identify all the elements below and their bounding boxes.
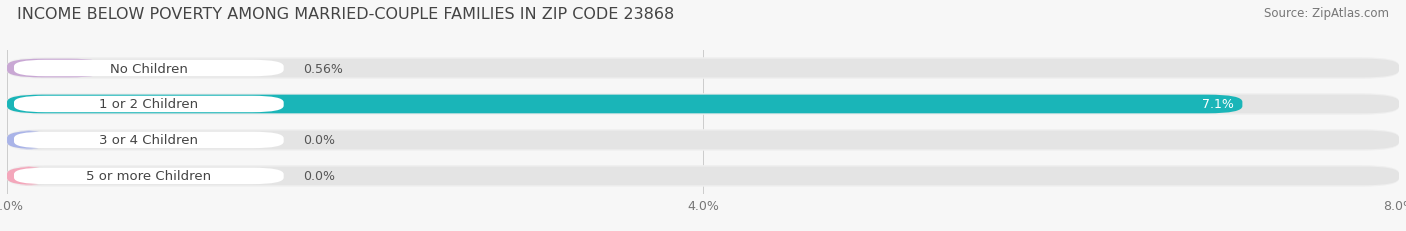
- Text: 7.1%: 7.1%: [1202, 98, 1233, 111]
- FancyBboxPatch shape: [7, 131, 1399, 150]
- Text: 5 or more Children: 5 or more Children: [86, 170, 211, 183]
- FancyBboxPatch shape: [14, 96, 284, 113]
- Text: No Children: No Children: [110, 62, 188, 75]
- FancyBboxPatch shape: [7, 131, 51, 150]
- FancyBboxPatch shape: [7, 130, 1399, 151]
- FancyBboxPatch shape: [7, 59, 1399, 78]
- FancyBboxPatch shape: [7, 165, 1399, 187]
- Text: 0.56%: 0.56%: [302, 62, 343, 75]
- Text: 1 or 2 Children: 1 or 2 Children: [100, 98, 198, 111]
- FancyBboxPatch shape: [7, 58, 1399, 79]
- Text: Source: ZipAtlas.com: Source: ZipAtlas.com: [1264, 7, 1389, 20]
- Text: 0.0%: 0.0%: [302, 134, 335, 147]
- FancyBboxPatch shape: [7, 94, 1399, 115]
- FancyBboxPatch shape: [7, 167, 1399, 185]
- Text: 3 or 4 Children: 3 or 4 Children: [100, 134, 198, 147]
- FancyBboxPatch shape: [7, 59, 104, 78]
- FancyBboxPatch shape: [7, 167, 51, 185]
- Text: 0.0%: 0.0%: [302, 170, 335, 183]
- FancyBboxPatch shape: [7, 95, 1243, 114]
- FancyBboxPatch shape: [7, 95, 1399, 114]
- FancyBboxPatch shape: [14, 61, 284, 77]
- FancyBboxPatch shape: [14, 168, 284, 184]
- FancyBboxPatch shape: [14, 132, 284, 149]
- Text: INCOME BELOW POVERTY AMONG MARRIED-COUPLE FAMILIES IN ZIP CODE 23868: INCOME BELOW POVERTY AMONG MARRIED-COUPL…: [17, 7, 673, 22]
